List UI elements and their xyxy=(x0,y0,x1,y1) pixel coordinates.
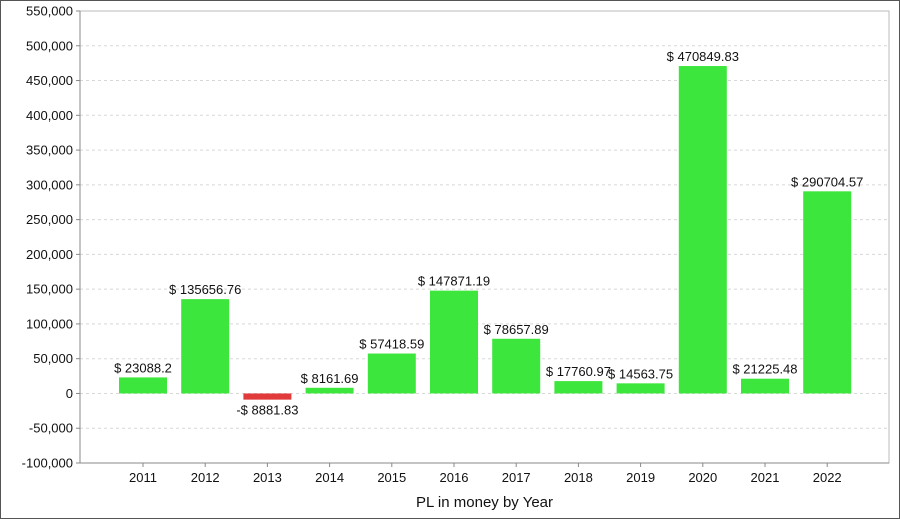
x-tick-label: 2019 xyxy=(626,470,655,485)
x-tick-label: 2016 xyxy=(440,470,469,485)
y-tick-label: -50,000 xyxy=(29,421,73,436)
y-tick-label: -100,000 xyxy=(22,456,73,471)
y-tick-label: 550,000 xyxy=(26,4,73,19)
data-label-2017: $ 78657.89 xyxy=(484,322,549,337)
data-label-2018: $ 17760.97 xyxy=(546,364,611,379)
y-tick-label: 100,000 xyxy=(26,316,73,331)
bar-2017 xyxy=(492,338,541,394)
bar-2022 xyxy=(803,191,852,394)
data-label-2011: $ 23088.2 xyxy=(114,360,172,375)
y-tick-label: 300,000 xyxy=(26,177,73,192)
x-tick-label: 2013 xyxy=(253,470,282,485)
bar-2015 xyxy=(367,353,416,394)
bar-2021 xyxy=(741,378,789,394)
bar-2014 xyxy=(305,387,354,394)
bar-2020 xyxy=(678,66,727,394)
bar-2016 xyxy=(430,290,478,394)
x-tick-label: 2015 xyxy=(377,470,406,485)
bars xyxy=(119,66,852,400)
x-tick-label: 2018 xyxy=(564,470,593,485)
y-tick-label: 150,000 xyxy=(26,282,73,297)
x-axis-title: PL in money by Year xyxy=(416,494,553,511)
bar-2011 xyxy=(119,377,167,394)
data-label-2015: $ 57418.59 xyxy=(359,337,424,352)
plot-border xyxy=(79,10,890,464)
y-tick-label: 450,000 xyxy=(26,73,73,88)
x-tick-label: 2017 xyxy=(502,470,531,485)
y-tick-label: 0 xyxy=(66,386,73,401)
data-label-2019: $ 14563.75 xyxy=(608,366,673,381)
y-tick-label: 250,000 xyxy=(26,212,73,227)
data-labels: $ 23088.2 $ 135656.76 -$ 8881.83 $ 8161.69 $… xyxy=(114,49,863,418)
grid-lines xyxy=(79,10,890,464)
x-axis: 2011 2012 2013 2014 2015 2016 2017 2018 2019 2020… xyxy=(80,462,889,485)
bar-2013 xyxy=(243,393,292,400)
bar-2018 xyxy=(554,381,603,394)
bar-2012 xyxy=(181,299,230,394)
data-label-2022: $ 290704.57 xyxy=(791,174,863,189)
y-axis: -100,000 -50,000 0 50,000 100,000 150,000 200,… xyxy=(22,4,81,471)
y-tick-label: 200,000 xyxy=(26,247,73,262)
data-label-2013: -$ 8881.83 xyxy=(236,403,298,418)
x-tick-label: 2012 xyxy=(191,470,220,485)
data-label-2021: $ 21225.48 xyxy=(732,362,797,377)
x-tick-label: 2011 xyxy=(129,470,157,485)
data-label-2014: $ 8161.69 xyxy=(301,371,359,386)
x-tick-label: 2014 xyxy=(315,470,344,485)
y-tick-label: 400,000 xyxy=(26,108,73,123)
bar-2019 xyxy=(616,383,665,394)
y-tick-label: 50,000 xyxy=(33,351,73,366)
x-tick-label: 2021 xyxy=(751,470,780,485)
y-tick-label: 500,000 xyxy=(26,38,73,53)
data-label-2012: $ 135656.76 xyxy=(169,282,241,297)
y-tick-label: 350,000 xyxy=(26,143,73,158)
x-tick-label: 2022 xyxy=(813,470,842,485)
x-tick-label: 2020 xyxy=(688,470,717,485)
data-label-2020: $ 470849.83 xyxy=(667,49,739,64)
data-label-2016: $ 147871.19 xyxy=(418,274,490,289)
